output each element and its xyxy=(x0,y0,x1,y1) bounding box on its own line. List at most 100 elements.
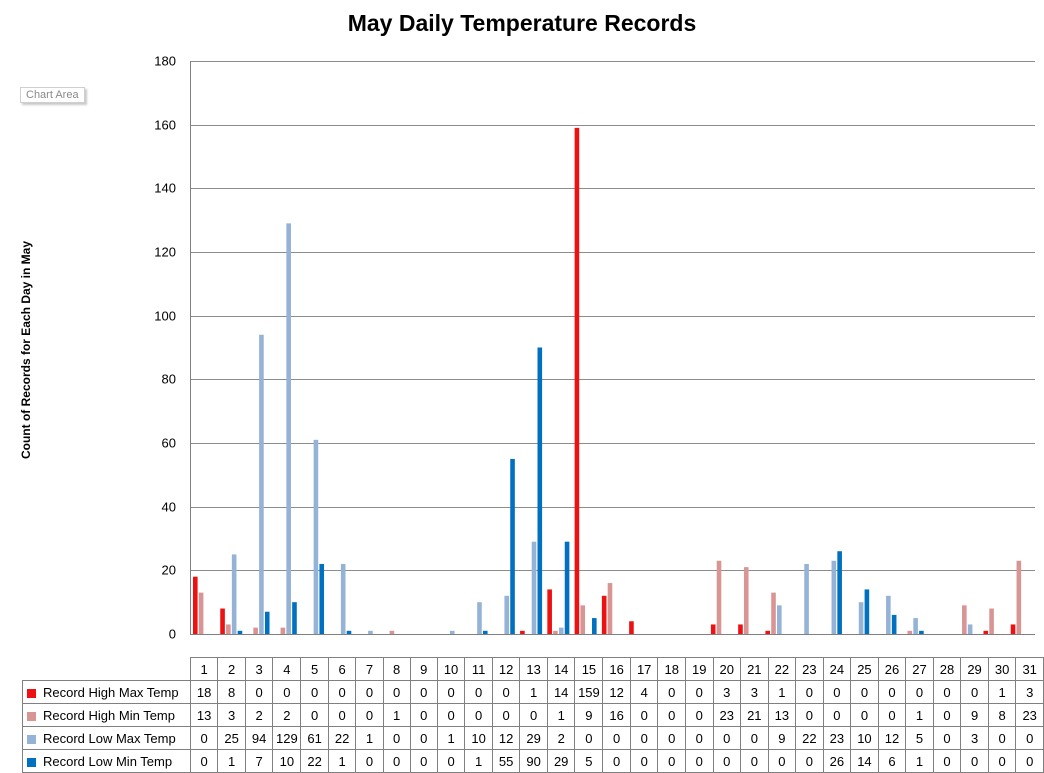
data-label: 0 xyxy=(491,680,521,704)
x-tick-label: 21 xyxy=(740,657,769,681)
bar xyxy=(1016,560,1022,634)
data-label: 0 xyxy=(574,726,604,750)
data-label: 9 xyxy=(574,703,604,727)
axes xyxy=(190,61,1035,635)
data-label: 13 xyxy=(767,703,797,727)
data-label: 0 xyxy=(767,749,797,773)
data-label: 0 xyxy=(905,680,934,704)
bar xyxy=(967,624,973,634)
data-label: 0 xyxy=(877,680,907,704)
bar xyxy=(368,630,373,634)
data-label: 55 xyxy=(491,749,521,773)
data-label: 0 xyxy=(355,703,384,727)
x-tick-label: 9 xyxy=(409,657,438,681)
y-tick-label: 80 xyxy=(162,372,176,387)
bar xyxy=(259,334,264,634)
x-tick-label: 10 xyxy=(436,657,466,681)
bar xyxy=(482,630,488,634)
bars xyxy=(193,127,1022,634)
bar xyxy=(716,560,722,634)
bar xyxy=(292,602,297,634)
x-tick-label: 6 xyxy=(327,657,357,681)
bar xyxy=(504,595,510,634)
data-label: 2 xyxy=(272,703,302,727)
data-label: 23 xyxy=(712,703,742,727)
data-label: 1 xyxy=(355,726,384,750)
bar xyxy=(738,624,743,634)
bar xyxy=(962,605,967,634)
x-tick-label: 22 xyxy=(767,657,797,681)
data-label: 23 xyxy=(822,726,852,750)
data-label: 1 xyxy=(464,749,493,773)
data-label: 2 xyxy=(546,726,576,750)
data-label: 0 xyxy=(657,703,686,727)
table-row: Record High Max Temp 18 8 0 0 0 0 0 0 0 0 0 0 1 14 159 1… xyxy=(22,680,1044,704)
bar xyxy=(449,630,455,634)
x-tick-label: 19 xyxy=(684,657,714,681)
data-label: 0 xyxy=(932,726,962,750)
data-label: 12 xyxy=(877,726,907,750)
table-row: Record Low Min Temp 0 1 7 10 22 1 0 0 0 0 1 55 90 29 5 0… xyxy=(22,749,1044,773)
data-label: 0 xyxy=(960,680,989,704)
data-label: 0 xyxy=(684,703,714,727)
x-tick-label: 5 xyxy=(300,657,329,681)
y-tick-label: 120 xyxy=(154,245,176,260)
bar xyxy=(537,347,543,634)
data-label: 94 xyxy=(244,726,274,750)
legend-swatch xyxy=(27,757,36,767)
bar xyxy=(346,630,352,634)
data-label: 22 xyxy=(795,726,824,750)
data-label: 0 xyxy=(382,749,411,773)
bar xyxy=(983,630,989,634)
bar xyxy=(264,611,270,634)
data-label: 0 xyxy=(932,749,962,773)
bar xyxy=(886,595,891,634)
data-label: 1 xyxy=(905,749,934,773)
y-axis-label: Count of Records for Each Day in May xyxy=(19,240,33,460)
x-tick-label: 7 xyxy=(355,657,384,681)
legend-entry: Record High Min Temp xyxy=(22,703,191,727)
data-label: 23 xyxy=(1015,703,1044,727)
data-label: 9 xyxy=(767,726,797,750)
legend-entry: Record Low Max Temp xyxy=(22,726,191,750)
data-label: 18 xyxy=(189,680,219,704)
data-label: 14 xyxy=(546,680,576,704)
data-label: 1 xyxy=(436,726,466,750)
data-label: 1 xyxy=(546,703,576,727)
bar xyxy=(564,541,570,634)
bar xyxy=(629,621,634,634)
data-label: 0 xyxy=(932,680,962,704)
legend-entry: Record Low Min Temp xyxy=(22,749,191,773)
y-tick-label: 100 xyxy=(154,309,176,324)
x-tick-label: 12 xyxy=(491,657,521,681)
x-tick-label: 11 xyxy=(464,657,493,681)
legend-label: Record Low Max Temp xyxy=(43,730,176,746)
y-tick-label: 60 xyxy=(162,436,176,451)
x-tick-label: 15 xyxy=(574,657,604,681)
bar xyxy=(765,630,771,634)
data-label: 0 xyxy=(409,726,438,750)
legend-label: Record Low Min Temp xyxy=(43,753,173,769)
y-tick-label: 20 xyxy=(162,563,176,578)
table-corner xyxy=(22,657,191,681)
x-tick-label: 8 xyxy=(382,657,411,681)
bar xyxy=(226,624,231,634)
y-tick-label: 40 xyxy=(162,500,176,515)
legend-swatch xyxy=(27,711,36,721)
bar xyxy=(477,602,482,634)
data-label: 0 xyxy=(629,703,659,727)
bar xyxy=(220,608,225,634)
data-label: 3 xyxy=(712,680,742,704)
x-tick-label: 28 xyxy=(932,657,962,681)
data-label: 0 xyxy=(464,703,493,727)
bar xyxy=(777,605,782,634)
data-label: 0 xyxy=(960,749,989,773)
x-tick-label: 27 xyxy=(905,657,934,681)
legend-swatch xyxy=(27,688,36,698)
x-tick-label: 25 xyxy=(850,657,879,681)
x-tick-label: 29 xyxy=(960,657,989,681)
y-tick-label: 0 xyxy=(169,627,176,642)
bar xyxy=(831,560,837,634)
bar xyxy=(864,589,870,634)
